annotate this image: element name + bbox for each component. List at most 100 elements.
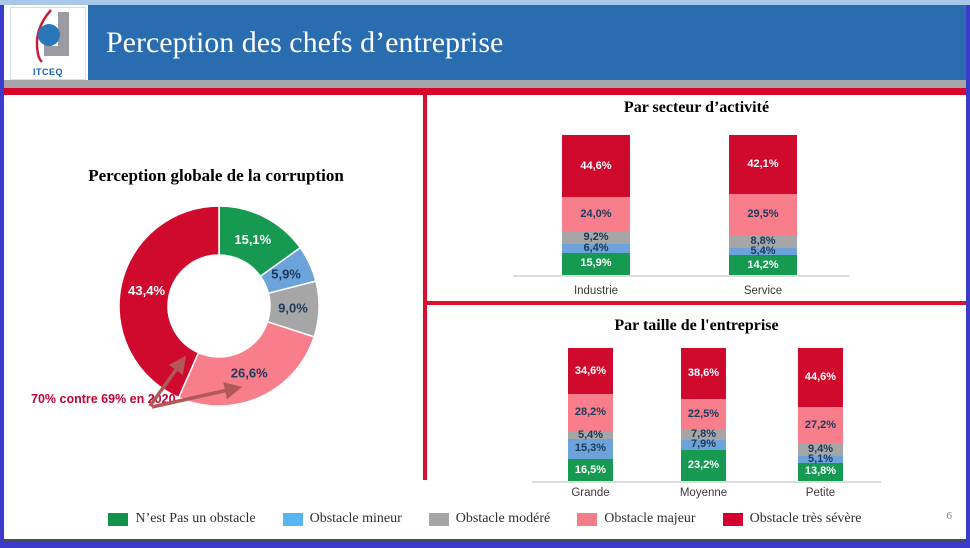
bar-segment-label: 7,9% [690, 438, 717, 451]
legend-swatch [722, 512, 743, 526]
donut-slice-label: 15,1% [234, 232, 271, 247]
bar-segment-label: 6,4% [583, 241, 609, 254]
donut-slice [177, 320, 316, 407]
bar-segment [568, 459, 613, 481]
header-logo-area: ITCEQ [4, 5, 88, 80]
donut-chart: 15,1% 5,9% 9,0% 26,6% 43,4% [118, 205, 320, 407]
bar-segment [681, 399, 726, 430]
bar-segment [568, 438, 613, 460]
bar-segment [681, 439, 726, 451]
top-border-strip [0, 0, 970, 5]
bar-segment-label: 5,1% [807, 452, 834, 465]
bar-segment [681, 429, 726, 440]
category-label: Grande [571, 487, 610, 499]
right-border [966, 5, 970, 548]
legend: N’est Pas un obstacle Obstacle mineur Obst… [60, 511, 910, 527]
bar-segment [729, 255, 797, 275]
legend-swatch [282, 512, 303, 526]
logo-large-bracket [44, 12, 69, 56]
x-axis-line [532, 481, 881, 483]
category-label: Service [743, 285, 783, 297]
bottom-dark-line [4, 539, 966, 542]
bar-segment [729, 193, 797, 236]
bar-segment-label: 29,5% [747, 208, 779, 221]
bar-segment-label: 28,2% [574, 406, 607, 419]
legend-item: Obstacle très sévère [722, 511, 862, 527]
bar-segment-label: 9,2% [583, 230, 609, 243]
itceq-logo-mark [35, 9, 69, 63]
bar-segment [562, 252, 630, 275]
bar-segment [562, 197, 630, 231]
donut-slice-label: 9,0% [278, 300, 308, 315]
donut-slice [118, 205, 220, 399]
bar-segment [562, 230, 630, 244]
legend-label: Obstacle modéré [455, 511, 551, 526]
logo-blue-dot [38, 24, 60, 46]
bar-segment [729, 235, 797, 248]
legend-swatch [428, 512, 449, 526]
bar-segment [798, 443, 843, 456]
bar-segment-label: 44,6% [580, 159, 612, 172]
legend-label: Obstacle mineur [309, 511, 402, 526]
itceq-logo: ITCEQ [10, 7, 86, 80]
legend-item: N’est Pas un obstacle [108, 511, 256, 527]
bar-segment [568, 394, 613, 432]
bar-segment-label: 7,8% [690, 427, 717, 440]
bar-segment-label: 15,9% [580, 257, 612, 270]
donut-slice-label: 43,4% [128, 283, 165, 298]
bar-segment-label: 22,5% [687, 407, 720, 420]
header-gray-strip [4, 80, 966, 88]
x-axis-line [513, 275, 849, 277]
annotation-70-vs-69: 70% contre 69% en 2020 [31, 392, 176, 406]
logo-small-bracket [44, 44, 52, 56]
bar-segment [568, 431, 613, 439]
bar-segment [798, 347, 843, 408]
slide-title: Perception des chefs d’entreprise [106, 25, 504, 59]
legend-item: Obstacle majeur [577, 511, 696, 527]
left-border [0, 5, 4, 548]
donut-slice-label: 5,9% [271, 267, 301, 282]
category-label: Petite [805, 487, 836, 499]
bar-segment-label: 44,6% [804, 371, 837, 384]
bar-segment-label: 27,2% [804, 418, 837, 431]
bar-segment-label: 13,8% [804, 465, 837, 478]
legend-swatch [577, 512, 598, 526]
bottom-border [0, 542, 970, 548]
bar-segment-label: 14,2% [747, 258, 779, 271]
donut-slice-label: 26,6% [231, 366, 268, 381]
bar-segment-label: 34,6% [574, 364, 607, 377]
legend-label: Obstacle majeur [604, 511, 696, 526]
bar-segment-label: 38,6% [687, 367, 720, 380]
bar-segment [562, 134, 630, 198]
bar-segment-label: 24,0% [580, 207, 612, 220]
page-number: 6 [946, 510, 953, 522]
bar-segment-label: 16,5% [574, 463, 607, 476]
header-red-strip [4, 88, 966, 95]
size-chart-title: Par taille de l'entreprise [614, 317, 779, 334]
bar-segment [562, 243, 630, 253]
bar-segment-label: 8,8% [750, 234, 776, 247]
bar-segment [798, 407, 843, 444]
bar-segment [798, 462, 843, 481]
bar-segment [729, 135, 797, 194]
donut-chart-title: Perception globale de la corruption [88, 166, 344, 185]
logo-red-swoosh [35, 9, 52, 63]
bar-segment-label: 42,1% [747, 157, 779, 170]
bar-segment-label: 5,4% [750, 244, 776, 257]
title-banner: Perception des chefs d’entreprise [88, 5, 966, 80]
bar-segment [729, 247, 797, 256]
category-label: Moyenne [679, 487, 728, 499]
horizontal-red-divider [427, 301, 966, 305]
logo-text: ITCEQ [32, 67, 63, 77]
bar-segment-label: 5,4% [577, 428, 604, 441]
bar-segment [798, 455, 843, 463]
bar-segment [568, 348, 613, 395]
legend-label: N’est Pas un obstacle [135, 511, 256, 526]
legend-swatch [108, 512, 129, 526]
bar-segment-label: 15,3% [574, 442, 607, 455]
legend-item: Obstacle mineur [282, 511, 402, 527]
category-label: Industrie [573, 285, 619, 297]
bar-segment-label: 9,4% [807, 443, 834, 456]
bar-segment-label: 23,2% [687, 459, 720, 472]
